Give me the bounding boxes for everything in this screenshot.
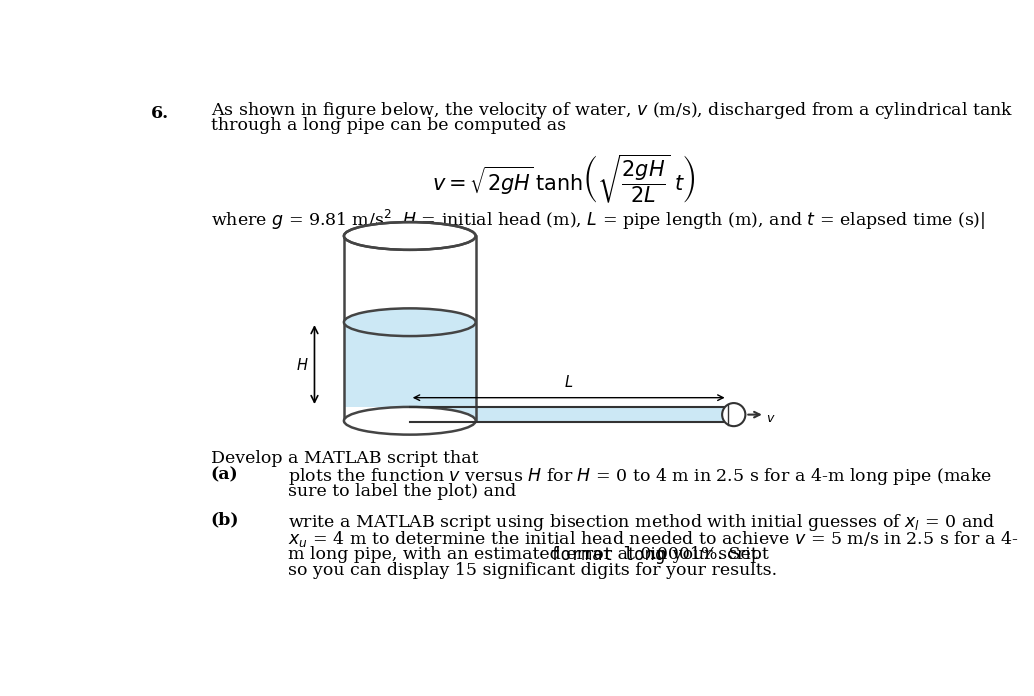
Text: sure to label the plot) and: sure to label the plot) and	[288, 483, 516, 500]
Text: $v$: $v$	[766, 412, 776, 425]
Text: $x_u$ = 4 m to determine the initial head needed to achieve $v$ = 5 m/s in 2.5 s: $x_u$ = 4 m to determine the initial hea…	[288, 528, 1018, 548]
Ellipse shape	[344, 222, 476, 250]
Text: Develop a MATLAB script that: Develop a MATLAB script that	[211, 450, 478, 467]
Text: $L$: $L$	[564, 374, 573, 390]
Text: plots the function $v$ versus $H$ for $H$ = 0 to 4 m in 2.5 s for a 4-m long pip: plots the function $v$ versus $H$ for $H…	[288, 466, 993, 487]
Bar	[409, 407, 734, 422]
Ellipse shape	[344, 308, 476, 336]
Text: in your script: in your script	[645, 546, 769, 562]
Text: format long: format long	[550, 546, 666, 564]
Text: (b): (b)	[211, 512, 239, 529]
Bar	[344, 236, 476, 421]
Text: $H$: $H$	[296, 356, 308, 372]
Text: write a MATLAB script using bisection method with initial guesses of $x_l$ = 0 a: write a MATLAB script using bisection me…	[288, 512, 996, 532]
Text: $v = \sqrt{2gH}\,\tanh\!\left(\sqrt{\dfrac{2gH}{2L}}\;t\right)$: $v = \sqrt{2gH}\,\tanh\!\left(\sqrt{\dfr…	[431, 153, 695, 205]
Ellipse shape	[344, 407, 476, 434]
Circle shape	[722, 403, 746, 426]
Text: m long pipe, with an estimated error at 0.0001%. Set: m long pipe, with an estimated error at …	[288, 546, 763, 562]
Ellipse shape	[352, 226, 467, 246]
Text: As shown in figure below, the velocity of water, $v$ (m/s), discharged from a cy: As shown in figure below, the velocity o…	[211, 100, 1013, 122]
Text: through a long pipe can be computed as: through a long pipe can be computed as	[211, 118, 566, 134]
Bar	[344, 322, 476, 407]
Text: 6.: 6.	[151, 105, 170, 122]
Ellipse shape	[344, 407, 476, 434]
Text: (a): (a)	[211, 466, 238, 483]
Text: where $g$ = 9.81 m/s$^2$, $H$ = initial head (m), $L$ = pipe length (m), and $t$: where $g$ = 9.81 m/s$^2$, $H$ = initial …	[211, 208, 985, 232]
Text: so you can display 15 significant digits for your results.: so you can display 15 significant digits…	[288, 562, 778, 580]
